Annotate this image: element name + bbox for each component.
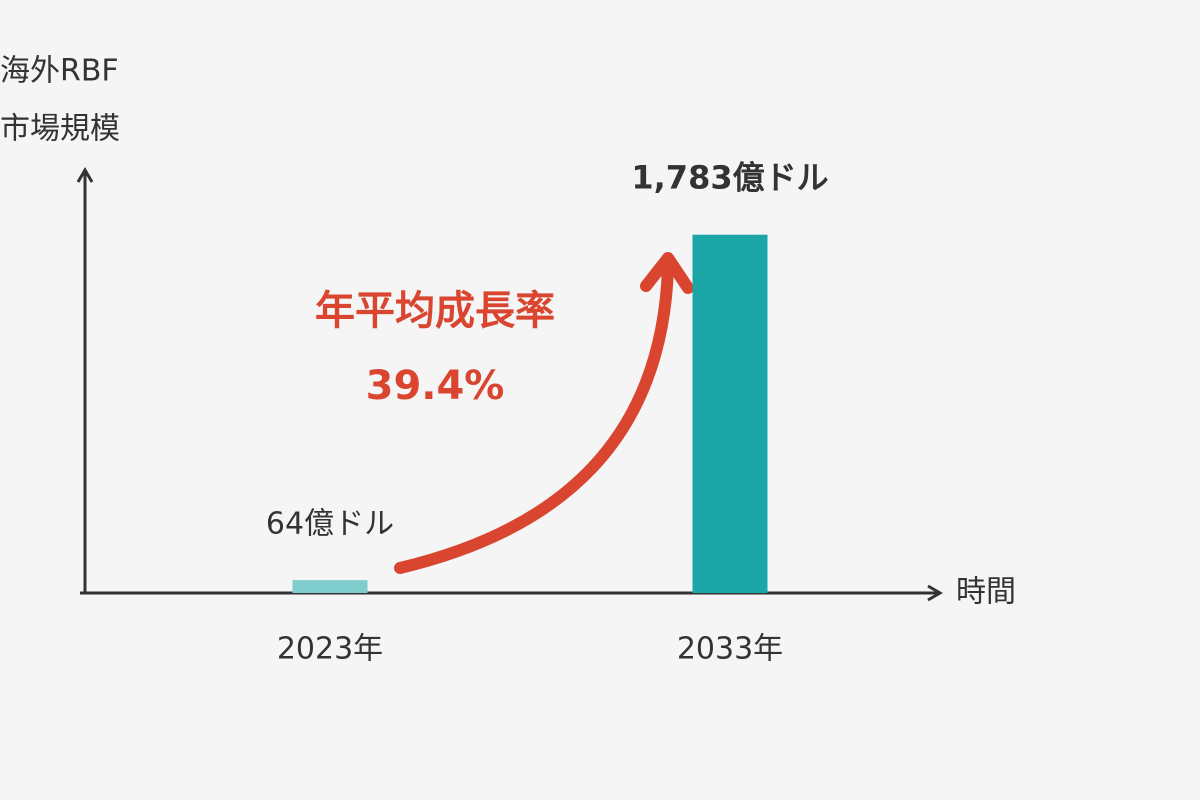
value-label: 1,783億ドル <box>631 159 828 197</box>
annotation: 39.4% <box>366 363 505 409</box>
y-axis-label: 海外RBF <box>0 54 119 89</box>
axes <box>76 167 943 602</box>
x-tick-label: 2033年 <box>677 632 783 667</box>
annotation: 年平均成長率 <box>315 288 555 334</box>
growth-arrow <box>394 252 694 574</box>
growth-arrowhead <box>640 252 694 294</box>
growth-curve <box>394 262 674 574</box>
x-arrow <box>927 584 943 602</box>
bar <box>692 234 768 593</box>
bar <box>292 580 368 593</box>
x-tick-label: 2023年 <box>277 632 383 667</box>
x-axis-label: 時間 <box>956 575 1016 610</box>
value-label: 64億ドル <box>266 507 394 542</box>
y-arrow <box>76 167 94 183</box>
y-axis-label: 市場規模 <box>0 112 120 147</box>
